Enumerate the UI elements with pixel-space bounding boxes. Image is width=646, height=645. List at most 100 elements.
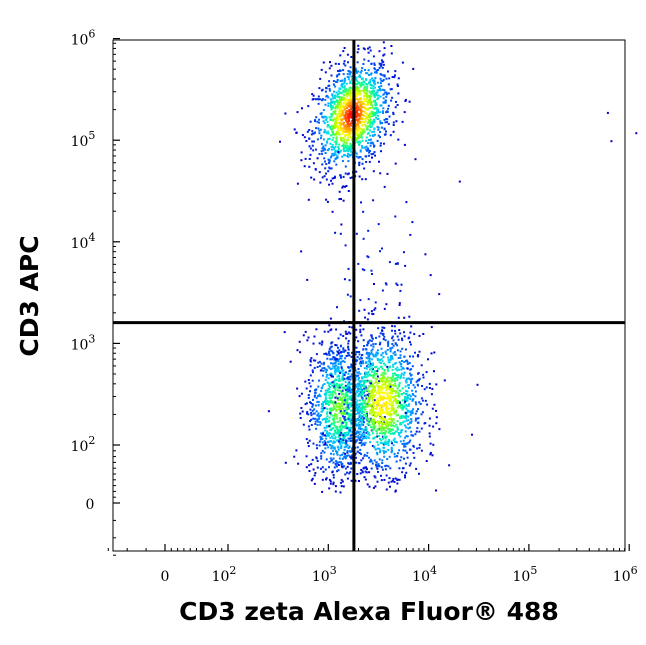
event-dot <box>406 378 408 380</box>
event-dot <box>348 113 351 116</box>
event-dot <box>371 84 374 87</box>
event-dot <box>327 105 330 107</box>
event-dot <box>359 149 362 152</box>
event-dot <box>377 223 380 226</box>
event-dot <box>380 79 383 82</box>
event-dot <box>325 172 327 175</box>
event-dot <box>386 408 389 411</box>
event-dot <box>327 388 330 391</box>
event-dot <box>342 451 345 454</box>
event-dot <box>394 342 397 345</box>
event-dot <box>339 100 342 103</box>
event-dot <box>390 451 393 454</box>
event-dot <box>306 339 309 342</box>
event-dot <box>326 353 329 356</box>
event-dot <box>329 382 332 385</box>
event-dot <box>377 352 379 355</box>
event-dot <box>387 358 390 361</box>
event-dot <box>366 85 369 88</box>
event-dot <box>348 472 351 475</box>
event-dot <box>369 409 372 412</box>
event-dot <box>382 41 385 44</box>
event-dot <box>344 400 347 403</box>
event-dot <box>349 110 352 113</box>
event-dot <box>370 367 373 370</box>
event-dot <box>395 390 398 393</box>
event-dot <box>357 44 360 47</box>
event-dot <box>358 74 361 77</box>
outlier-dot <box>606 111 609 114</box>
event-dot <box>403 355 406 358</box>
event-dot <box>425 460 428 462</box>
event-dot <box>363 90 365 93</box>
event-dot <box>396 387 399 390</box>
event-dot <box>417 379 420 382</box>
event-dot <box>355 79 358 81</box>
event-dot <box>331 435 333 438</box>
event-dot <box>379 89 382 92</box>
event-dot <box>322 120 325 123</box>
event-dot <box>330 154 333 157</box>
event-dot <box>318 417 321 420</box>
event-dot <box>367 433 370 435</box>
event-dot <box>368 116 371 118</box>
event-dot <box>319 467 322 470</box>
outlier-dot <box>267 410 270 413</box>
event-dot <box>391 450 393 453</box>
event-dot <box>345 185 348 187</box>
event-dot <box>369 441 372 444</box>
event-dot <box>311 93 314 96</box>
event-dot <box>363 80 366 83</box>
event-dot <box>361 109 364 112</box>
event-dot <box>363 345 366 347</box>
event-dot <box>402 415 405 418</box>
event-dot <box>314 168 317 171</box>
event-dot <box>389 395 392 398</box>
event-dot <box>375 415 378 418</box>
event-dot <box>343 107 346 110</box>
event-dot <box>404 449 407 452</box>
event-dot <box>320 455 323 458</box>
event-dot <box>356 88 359 90</box>
event-dot <box>337 96 340 98</box>
event-dot <box>372 87 375 90</box>
event-dot <box>376 359 379 362</box>
event-dot <box>339 410 342 413</box>
event-dot <box>368 398 371 400</box>
event-dot <box>337 92 340 95</box>
event-dot <box>372 376 375 379</box>
event-dot <box>373 144 376 147</box>
event-dot <box>335 415 338 418</box>
event-dot <box>345 88 348 91</box>
event-dot <box>409 421 411 424</box>
event-dot <box>360 89 363 92</box>
event-dot <box>317 404 320 407</box>
event-dot <box>394 394 397 397</box>
event-dot <box>363 86 366 89</box>
event-dot <box>368 94 371 97</box>
event-dot <box>430 393 433 396</box>
event-dot <box>378 435 380 438</box>
event-dot <box>328 391 331 394</box>
event-dot <box>374 448 377 451</box>
event-dot <box>359 372 362 375</box>
event-dot <box>364 441 367 444</box>
event-dot <box>351 377 354 380</box>
event-dot <box>338 124 341 127</box>
event-dot <box>392 396 395 399</box>
event-dot <box>343 60 346 63</box>
event-dot <box>375 354 378 357</box>
event-dot <box>369 134 372 137</box>
event-dot <box>388 418 391 421</box>
event-dot <box>401 408 404 411</box>
event-dot <box>343 140 346 143</box>
event-dot <box>435 416 438 419</box>
event-dot <box>363 443 366 446</box>
event-dot <box>367 59 370 62</box>
event-dot <box>329 346 332 349</box>
event-dot <box>342 387 345 390</box>
event-dot <box>322 434 325 437</box>
event-dot <box>296 387 299 390</box>
event-dot <box>356 446 359 449</box>
event-dot <box>334 358 337 361</box>
